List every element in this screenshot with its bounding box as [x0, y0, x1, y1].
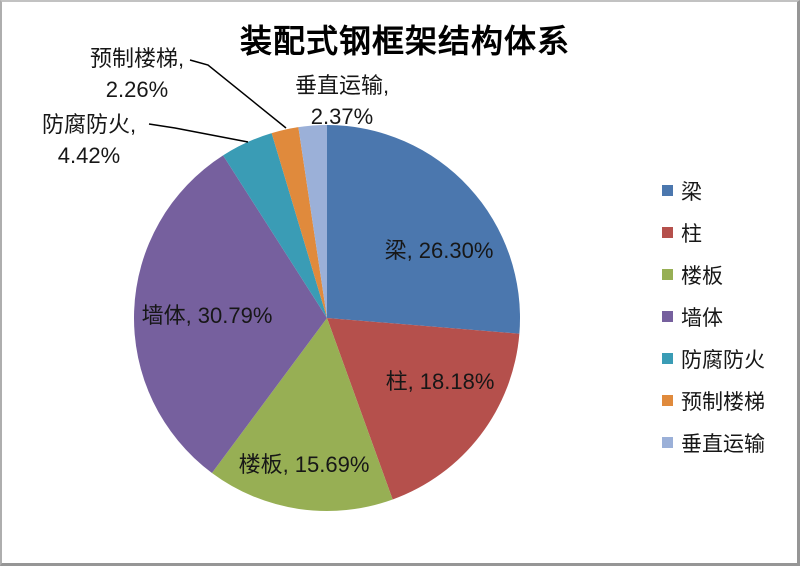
legend-label: 柱: [681, 222, 702, 246]
leader-line: [148, 123, 249, 143]
pie-slice-6: [271, 127, 327, 318]
data-label-vertical-transport: 垂直运输, 2.37%: [295, 70, 389, 132]
pie-slice-2: [327, 318, 520, 500]
legend-label: 梁: [681, 180, 702, 204]
legend-swatch: [662, 311, 673, 322]
chart-title: 装配式钢框架结构体系: [239, 23, 570, 59]
data-label-prefab-stairs: 预制楼梯, 2.26%: [90, 43, 184, 105]
chart-legend: 梁 柱 楼板 墙体 防腐防火 预制楼梯 垂直运输: [662, 179, 765, 456]
legend-item-column: 柱: [662, 221, 765, 246]
legend-label: 墙体: [681, 306, 723, 330]
legend-item-floor-slab: 楼板: [662, 263, 765, 288]
data-label-line2: 4.42%: [57, 143, 121, 168]
data-label-beam: 梁, 26.30%: [384, 238, 494, 263]
legend-swatch: [662, 185, 673, 196]
legend-item-vertical-transport: 垂直运输: [662, 431, 765, 456]
data-label-floor-slab: 楼板, 15.69%: [238, 452, 370, 477]
legend-swatch: [662, 269, 673, 280]
data-label-wall: 墙体, 30.79%: [141, 303, 273, 328]
data-label-line1: 预制楼梯,: [89, 46, 185, 71]
legend-item-prefab-stairs: 预制楼梯: [662, 389, 765, 414]
legend-label: 预制楼梯: [681, 390, 765, 414]
data-label-column: 柱, 18.18%: [385, 369, 495, 394]
legend-item-wall: 墙体: [662, 305, 765, 330]
legend-swatch: [662, 395, 673, 406]
legend-swatch: [662, 227, 673, 238]
legend-item-beam: 梁: [662, 179, 765, 204]
legend-label: 防腐防火: [681, 348, 765, 372]
data-label-line2: 2.26%: [105, 77, 169, 102]
data-label-line2: 2.37%: [310, 104, 374, 129]
pie-slice-7: [298, 125, 327, 318]
legend-label: 楼板: [681, 264, 723, 288]
legend-item-anticorrosion-fireproof: 防腐防火: [662, 347, 765, 372]
legend-label: 垂直运输: [681, 432, 765, 456]
pie-slice-3: [211, 318, 393, 512]
data-label-line1: 垂直运输,: [294, 73, 390, 98]
pie-slice-1: [327, 125, 521, 334]
pie-slice-5: [223, 133, 327, 318]
leader-line: [189, 59, 287, 129]
legend-swatch: [662, 437, 673, 448]
legend-swatch: [662, 353, 673, 364]
pie-slice-4: [133, 155, 327, 473]
data-label-anticorrosion-fireproof: 防腐防火, 4.42%: [42, 109, 136, 171]
data-label-line1: 防腐防火,: [41, 112, 137, 137]
